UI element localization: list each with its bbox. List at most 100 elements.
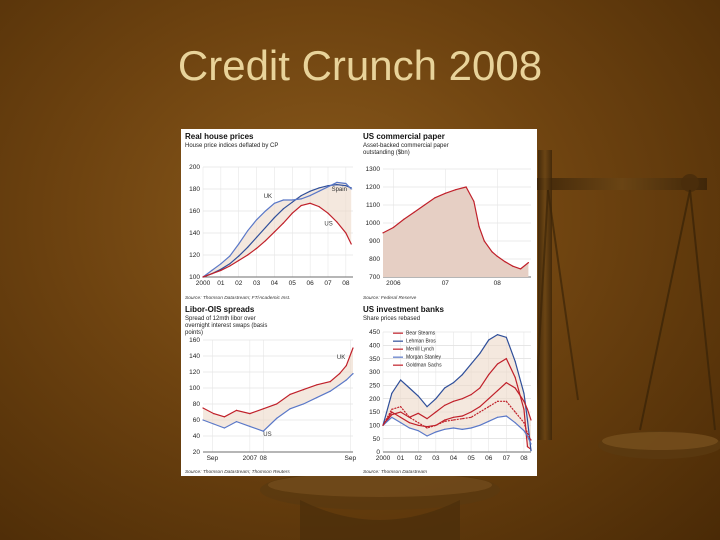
banks-data-point bbox=[444, 428, 446, 430]
libor-data-point bbox=[339, 384, 341, 386]
house-data-point bbox=[238, 243, 240, 245]
house-data-point bbox=[220, 269, 222, 271]
banks-data-point bbox=[426, 427, 428, 429]
banks-data-point bbox=[479, 352, 481, 354]
house-data-point bbox=[327, 212, 329, 214]
house-y-tick-label: 200 bbox=[189, 164, 200, 171]
banks-data-point bbox=[530, 419, 532, 421]
libor-data-point bbox=[339, 373, 341, 375]
house-data-point bbox=[327, 186, 329, 188]
libor-data-point bbox=[223, 416, 226, 418]
house-data-point bbox=[229, 255, 231, 257]
libor-y-tick-label: 80 bbox=[193, 401, 201, 408]
libor-panel: Libor-OIS spreads Spread of 12mth libor o… bbox=[185, 305, 356, 475]
house-data-point bbox=[247, 246, 249, 248]
banks-data-point bbox=[461, 428, 463, 430]
house-data-point bbox=[282, 208, 284, 210]
paper-subtitle: Asset-backed commercial paper bbox=[363, 143, 449, 149]
libor-data-point bbox=[302, 403, 305, 405]
paper-data-point bbox=[403, 218, 405, 220]
paper-data-point bbox=[496, 255, 498, 257]
paper-data-point bbox=[392, 226, 394, 229]
banks-data-point bbox=[470, 394, 472, 396]
libor-x-tick-label: Sep bbox=[345, 455, 357, 462]
banks-data-point bbox=[496, 363, 499, 365]
banks-data-point bbox=[461, 374, 463, 376]
paper-source: Source: Federal Reserve bbox=[363, 295, 417, 301]
libor-data-point bbox=[289, 393, 291, 395]
banks-data-point bbox=[417, 422, 419, 424]
banks-data-point bbox=[479, 424, 481, 426]
house-data-point bbox=[291, 199, 293, 201]
banks-data-point bbox=[435, 411, 437, 413]
house-data-point bbox=[282, 199, 284, 201]
libor-subtitle: overnight interest swaps (basis bbox=[185, 323, 267, 329]
banks-data-point bbox=[526, 446, 529, 448]
banks-data-point bbox=[461, 415, 463, 417]
banks-data-point bbox=[530, 439, 532, 441]
banks-data-point bbox=[417, 412, 419, 414]
libor-subtitle: points) bbox=[185, 330, 203, 336]
banks-data-point bbox=[523, 422, 525, 424]
libor-data-point bbox=[262, 408, 264, 410]
house-data-point bbox=[345, 182, 347, 185]
banks-panel: US investment banks Share prices rebased 0… bbox=[363, 305, 532, 475]
house-data-point bbox=[238, 259, 240, 262]
banks-data-point bbox=[496, 334, 499, 336]
banks-data-point bbox=[452, 419, 455, 421]
house-data-point bbox=[255, 247, 258, 249]
house-data-point bbox=[264, 210, 267, 212]
banks-x-tick-label: 08 bbox=[520, 455, 528, 462]
paper-data-point bbox=[478, 226, 480, 228]
banks-data-point bbox=[408, 387, 411, 389]
paper-data-point bbox=[483, 240, 485, 242]
banks-x-tick-label: 05 bbox=[467, 455, 475, 462]
banks-title: US investment banks bbox=[363, 305, 444, 314]
house-data-point bbox=[300, 198, 302, 200]
banks-data-point bbox=[417, 430, 419, 432]
house-data-point bbox=[291, 201, 293, 203]
banks-legend-lehman-bros: Lehman Bros bbox=[406, 339, 436, 345]
banks-data-point bbox=[505, 415, 507, 417]
paper-data-point bbox=[455, 189, 457, 191]
house-data-point bbox=[211, 273, 213, 275]
paper-y-tick-label: 1200 bbox=[366, 184, 381, 191]
banks-subtitle: Share prices rebased bbox=[363, 316, 420, 322]
libor-data-point bbox=[302, 389, 305, 391]
house-data-point bbox=[300, 204, 302, 207]
libor-y-tick-label: 100 bbox=[189, 385, 200, 392]
banks-data-point bbox=[408, 427, 411, 429]
banks-x-tick-label: 01 bbox=[397, 455, 405, 462]
libor-data-point bbox=[329, 390, 331, 392]
house-x-tick-label: 01 bbox=[217, 280, 225, 287]
banks-x-tick-label: 06 bbox=[485, 455, 493, 462]
house-data-point bbox=[255, 219, 258, 221]
house-data-point bbox=[345, 185, 347, 187]
banks-data-point bbox=[435, 431, 437, 433]
banks-data-point bbox=[452, 416, 455, 418]
libor-data-point bbox=[235, 421, 238, 423]
banks-data-point bbox=[426, 418, 428, 420]
banks-data-point bbox=[470, 427, 472, 429]
banks-data-point bbox=[461, 398, 463, 400]
banks-x-tick-label: 02 bbox=[415, 455, 423, 462]
banks-data-point bbox=[523, 430, 525, 432]
banks-data-point bbox=[417, 395, 419, 397]
paper-x-tick-label: 2006 bbox=[386, 280, 401, 287]
paper-x-tick-label: 07 bbox=[442, 280, 450, 287]
libor-source: Source: Thomson Datastream; Thomson Reut… bbox=[185, 469, 290, 475]
slide-title: Credit Crunch 2008 bbox=[177, 42, 543, 89]
banks-data-point bbox=[514, 360, 516, 362]
libor-y-tick-label: 20 bbox=[193, 449, 201, 456]
house-data-point bbox=[350, 188, 352, 190]
libor-data-point bbox=[276, 417, 278, 419]
libor-data-point bbox=[249, 413, 251, 415]
libor-label-us: US bbox=[263, 432, 271, 438]
house-x-tick-label: 2000 bbox=[196, 280, 211, 287]
banks-data-point bbox=[514, 376, 516, 378]
banks-data-point bbox=[444, 420, 446, 422]
house-x-tick-label: 08 bbox=[342, 280, 350, 287]
banks-y-tick-label: 200 bbox=[369, 396, 380, 403]
house-x-tick-label: 04 bbox=[271, 280, 279, 287]
libor-data-point bbox=[316, 384, 318, 386]
